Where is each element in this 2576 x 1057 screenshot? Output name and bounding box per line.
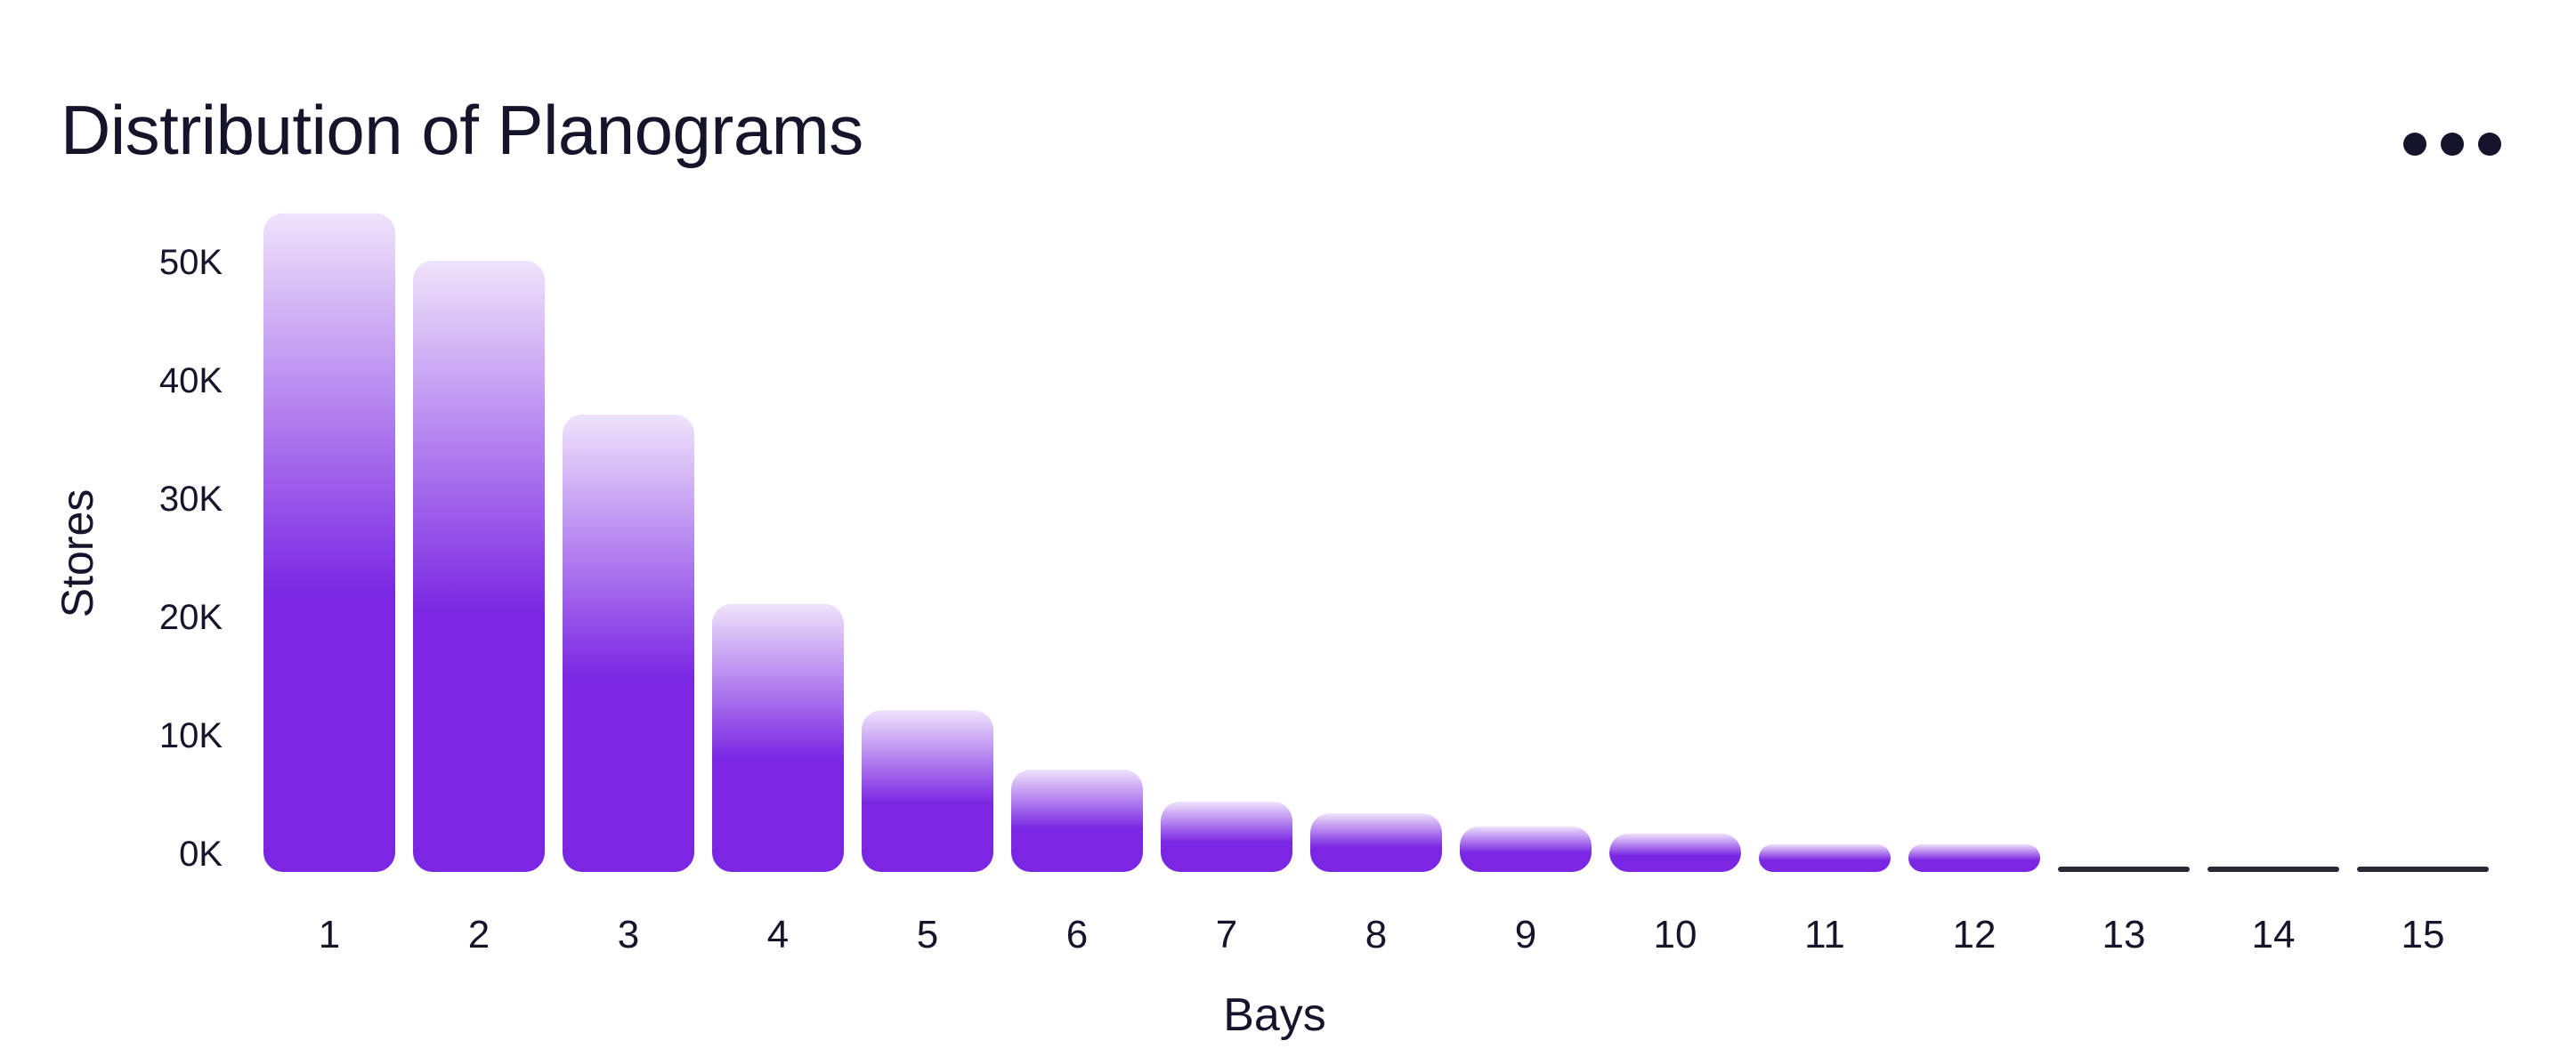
x-tick-label: 8	[1365, 913, 1387, 956]
x-tick-label: 4	[767, 913, 789, 956]
y-tick-label: 30K	[159, 480, 223, 519]
bar[interactable]	[1460, 826, 1592, 872]
more-horizontal-icon-dot	[2478, 133, 2501, 156]
x-tick-label: 7	[1216, 913, 1237, 956]
bar[interactable]	[1759, 843, 1891, 872]
x-axis-label: Bays	[1223, 989, 1326, 1041]
y-axis-ticks: 0K 10K 20K 30K 40K 50K	[159, 243, 223, 874]
bar[interactable]	[712, 603, 844, 872]
x-tick-label: 10	[1654, 913, 1697, 956]
y-axis-label: Stores	[53, 489, 102, 618]
bar[interactable]	[2207, 867, 2339, 872]
x-axis-ticks: 1 2 3 4 5 6 7 8 9 10 11 12 13 14 15	[319, 913, 2445, 956]
y-tick-label: 50K	[159, 243, 223, 282]
y-tick-label: 20K	[159, 598, 223, 637]
x-tick-label: 5	[917, 913, 938, 956]
x-tick-label: 2	[468, 913, 490, 956]
x-tick-label: 3	[618, 913, 639, 956]
bar[interactable]	[263, 213, 395, 873]
bar[interactable]	[1908, 843, 2040, 872]
bar[interactable]	[2058, 867, 2190, 872]
x-tick-label: 1	[319, 913, 340, 956]
chart-title: Distribution of Planograms	[61, 91, 863, 169]
x-tick-label: 15	[2402, 913, 2445, 956]
bar[interactable]	[1011, 769, 1143, 872]
bar[interactable]	[862, 710, 993, 872]
bar[interactable]	[1310, 813, 1442, 872]
bar[interactable]	[563, 414, 694, 872]
bars	[263, 213, 2489, 873]
more-options-button[interactable]	[2403, 125, 2501, 164]
bar[interactable]	[413, 261, 545, 872]
bar[interactable]	[2357, 867, 2489, 872]
more-horizontal-icon-dot	[2441, 133, 2464, 156]
more-horizontal-icon	[2403, 133, 2426, 156]
x-tick-label: 11	[1804, 913, 1845, 956]
bar[interactable]	[1609, 833, 1741, 872]
x-tick-label: 14	[2252, 913, 2296, 956]
bar[interactable]	[1161, 801, 1292, 872]
x-tick-label: 6	[1066, 913, 1088, 956]
y-tick-label: 10K	[159, 716, 223, 755]
x-tick-label: 13	[2102, 913, 2146, 956]
x-tick-label: 12	[1953, 913, 1997, 956]
y-tick-label: 0K	[179, 835, 223, 874]
y-tick-label: 40K	[159, 361, 223, 400]
x-tick-label: 9	[1515, 913, 1536, 956]
